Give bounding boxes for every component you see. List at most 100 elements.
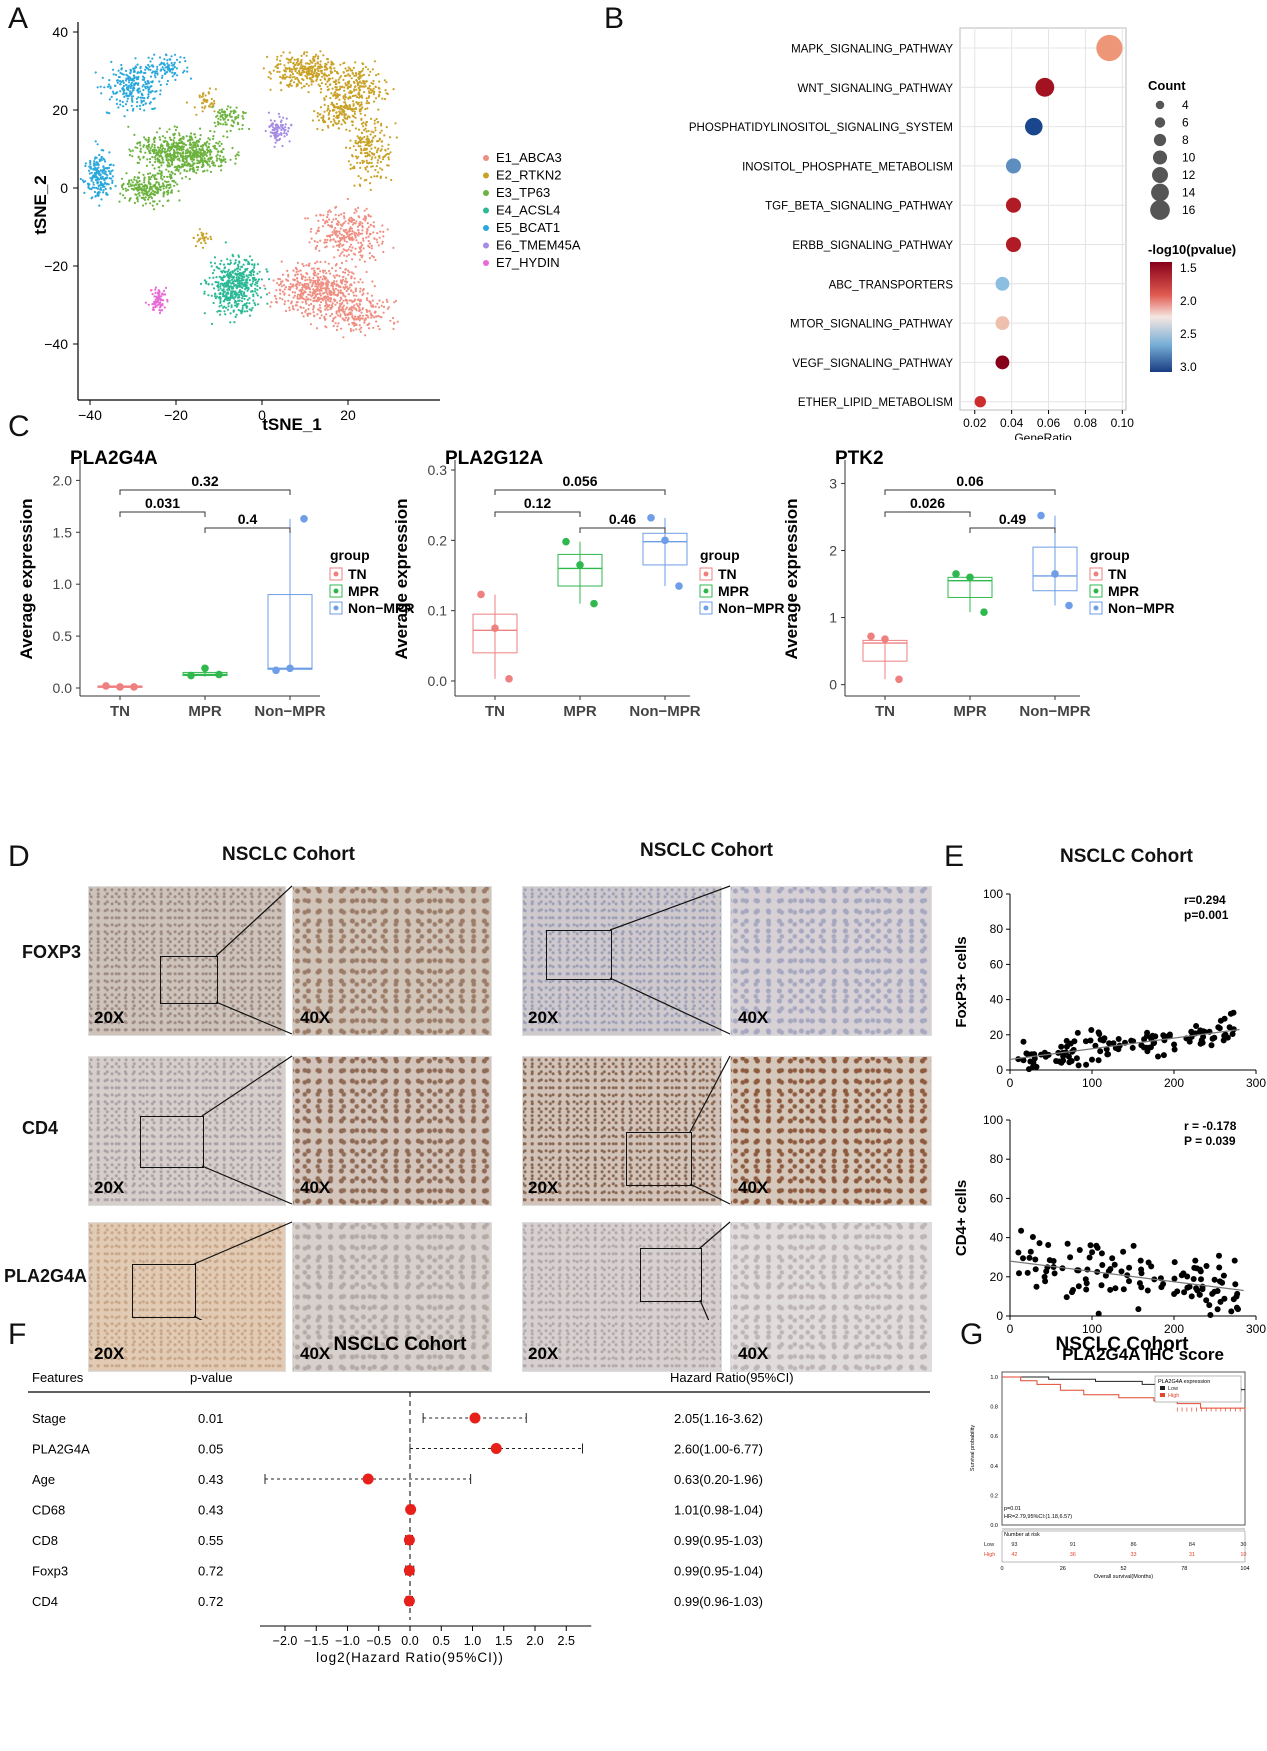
tsne-point <box>369 223 372 226</box>
tsne-point <box>127 185 131 188</box>
tsne-point <box>120 184 124 187</box>
tsne-point <box>219 298 222 301</box>
km-risk-value: 84 <box>1189 1542 1195 1548</box>
magnification-label-20x: 20X <box>94 1344 125 1363</box>
tsne-point <box>227 262 230 266</box>
tsne-point <box>238 299 241 302</box>
tsne-point <box>126 74 129 77</box>
tsne-point <box>252 278 255 281</box>
scatter-point <box>1028 1051 1035 1058</box>
tsne-point <box>337 78 340 81</box>
tsne-point <box>102 165 105 168</box>
tsne-point <box>359 161 362 165</box>
tsne-point <box>355 101 358 104</box>
forest-xtick: 1.5 <box>495 1634 512 1648</box>
tsne-point <box>165 181 168 184</box>
tsne-point <box>129 69 133 72</box>
tsne-point <box>326 221 329 224</box>
tsne-point <box>206 160 209 163</box>
tsne-point <box>94 71 97 74</box>
tsne-point <box>231 119 234 122</box>
tsne-point <box>265 293 269 296</box>
tsne-point <box>181 145 184 148</box>
tsne-point <box>349 313 352 316</box>
tsne-point <box>342 271 345 274</box>
tsne-point <box>381 97 384 100</box>
tsne-point <box>142 193 145 196</box>
scatter-xtick: 300 <box>1246 1076 1266 1090</box>
tsne-point <box>352 104 355 107</box>
tsne-point <box>357 73 360 76</box>
tsne-point <box>377 86 380 89</box>
tsne-point <box>156 189 159 193</box>
tsne-legend-dot <box>483 190 489 196</box>
tsne-point <box>115 91 118 94</box>
dotplot-point <box>1005 197 1022 213</box>
tsne-point <box>312 279 315 283</box>
tsne-point <box>199 161 202 164</box>
tsne-point <box>364 122 367 126</box>
tsne-point <box>329 272 332 275</box>
tsne-point <box>343 101 346 104</box>
tsne-point <box>291 291 294 294</box>
tsne-point <box>213 121 216 124</box>
group-legend-label: MPR <box>718 583 749 599</box>
tsne-point <box>182 155 185 158</box>
tsne-point <box>345 255 348 258</box>
tsne-point <box>219 291 222 295</box>
group-legend-title: group <box>1090 547 1130 563</box>
tsne-point <box>317 219 320 222</box>
tsne-point <box>343 215 346 218</box>
tsne-point <box>362 125 365 128</box>
tsne-point <box>359 254 362 257</box>
tsne-point <box>276 123 279 127</box>
tsne-point <box>242 110 245 114</box>
tsne-point <box>124 103 128 106</box>
tsne-point <box>176 158 179 161</box>
tsne-point <box>129 77 132 80</box>
tsne-point <box>325 241 328 244</box>
tsne-point <box>368 154 371 157</box>
boxplot-point <box>647 514 655 522</box>
scatter-point <box>1138 1266 1145 1273</box>
tsne-point <box>327 126 330 129</box>
tsne-point <box>365 102 368 105</box>
tsne-point <box>166 193 169 196</box>
tsne-point <box>290 58 293 61</box>
tsne-point <box>364 108 367 111</box>
tsne-point <box>358 95 362 98</box>
boxplot-point <box>590 599 598 608</box>
tsne-point <box>309 281 312 284</box>
tsne-point <box>183 162 186 165</box>
boxplot-ytick: 2 <box>829 542 837 558</box>
tsne-point <box>340 327 343 330</box>
tsne-point <box>237 309 240 312</box>
tsne-point <box>359 232 362 235</box>
significance-label: 0.06 <box>956 473 983 489</box>
scatter-CD4+ cells: 0204060801000 100 200 300CD4+ cellsr = -0.1… <box>953 1113 1266 1364</box>
tsne-point <box>302 315 305 318</box>
tsne-point <box>246 310 249 313</box>
tsne-point <box>101 76 104 79</box>
tsne-point <box>169 184 172 187</box>
tsne-point <box>341 251 344 254</box>
tsne-point <box>334 269 337 272</box>
tsne-point <box>307 285 310 288</box>
tsne-point <box>276 55 279 58</box>
tsne-point <box>326 213 329 216</box>
tsne-point <box>137 155 140 158</box>
tsne-point <box>226 136 229 139</box>
tsne-point <box>354 155 358 158</box>
scatter-point <box>1095 1310 1102 1317</box>
tsne-ytick: 0 <box>60 180 68 196</box>
tsne-point <box>204 143 207 146</box>
tsne-point <box>353 304 356 307</box>
scatter-point <box>1036 1240 1043 1247</box>
tsne-point <box>316 57 320 60</box>
tsne-point <box>389 319 392 322</box>
tsne-point <box>101 191 105 194</box>
tsne-point <box>310 267 313 270</box>
forest-feature: Foxp3 <box>32 1564 68 1579</box>
tsne-point <box>349 67 352 70</box>
tsne-point <box>370 294 374 297</box>
